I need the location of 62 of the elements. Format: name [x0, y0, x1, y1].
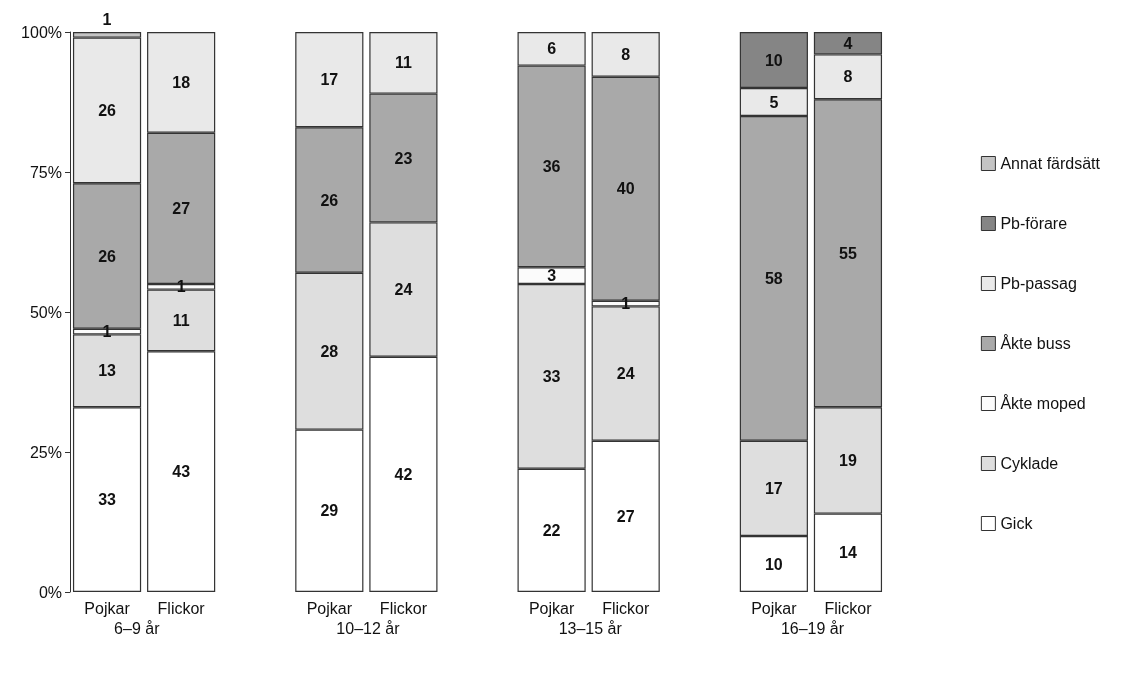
text: 13–15 år	[558, 619, 623, 637]
text: 16–19 år	[780, 619, 845, 637]
data-label: 1	[621, 295, 631, 313]
x-tick-label: Pojkar	[84, 599, 131, 617]
data-label: 33	[542, 367, 561, 385]
legend-label: Annat färdsätt	[1000, 155, 1101, 172]
data-label: 26	[98, 101, 117, 119]
x-tick-label: Flickor	[157, 599, 206, 617]
data-label: 26	[98, 247, 117, 265]
x-tick-label: Pojkar	[528, 599, 575, 617]
data-label: 58	[764, 269, 783, 287]
x-tick-label: Flickor	[602, 599, 650, 617]
data-label: 19	[839, 451, 857, 469]
text: 6–9 år	[114, 619, 161, 637]
data-label: 24	[616, 365, 635, 383]
data-label: 6	[547, 40, 557, 58]
y-tick-label: 50%	[29, 303, 62, 321]
data-label: 23	[394, 149, 413, 167]
text: 10–12 år	[336, 619, 401, 637]
data-label: 3	[547, 267, 557, 285]
data-label: 36	[542, 157, 561, 175]
data-label: 22	[542, 521, 561, 539]
data-label: 29	[320, 502, 339, 520]
data-label: 8	[621, 45, 631, 63]
data-label: 10	[764, 51, 783, 69]
data-label: 40	[616, 180, 635, 198]
data-label: 27	[172, 199, 191, 217]
data-label: 8	[843, 68, 853, 86]
data-label: 26	[320, 191, 339, 209]
data-label: 11	[394, 54, 412, 72]
data-label: 43	[172, 463, 191, 481]
data-label: 14	[839, 544, 857, 562]
y-tick-label: 75%	[29, 163, 62, 181]
y-tick-label: 0%	[38, 583, 62, 601]
data-label: 10	[764, 555, 783, 573]
x-tick-label: Pojkar	[306, 599, 353, 617]
data-label: 1	[102, 323, 112, 341]
legend-label: Cyklade	[1000, 455, 1059, 472]
data-label: 11	[172, 311, 190, 329]
data-label: 13	[98, 362, 117, 380]
x-tick-label: Flickor	[824, 599, 873, 617]
data-label: 55	[839, 244, 857, 262]
data-label: 17	[764, 479, 783, 497]
y-tick-label: 100%	[21, 23, 62, 41]
legend-label: Gick	[1000, 515, 1034, 532]
data-label: 28	[320, 342, 339, 360]
data-label: 42	[394, 465, 413, 483]
data-label: 4	[843, 34, 853, 52]
legend-label: Åkte moped	[1000, 394, 1086, 412]
legend-label: Pb-förare	[1000, 215, 1068, 232]
data-label: 1	[102, 10, 112, 28]
y-tick-label: 25%	[29, 443, 62, 461]
legend-label: Pb-passag	[1000, 275, 1077, 292]
x-tick-label: Pojkar	[751, 599, 798, 617]
legend-label: Åkte buss	[1000, 334, 1071, 352]
x-tick-label: Flickor	[379, 599, 428, 617]
data-label: 17	[320, 71, 339, 89]
data-label: 33	[98, 491, 117, 509]
data-label: 5	[769, 93, 779, 111]
data-label: 18	[172, 73, 191, 91]
data-label: 27	[616, 507, 635, 525]
data-label: 24	[394, 281, 413, 299]
